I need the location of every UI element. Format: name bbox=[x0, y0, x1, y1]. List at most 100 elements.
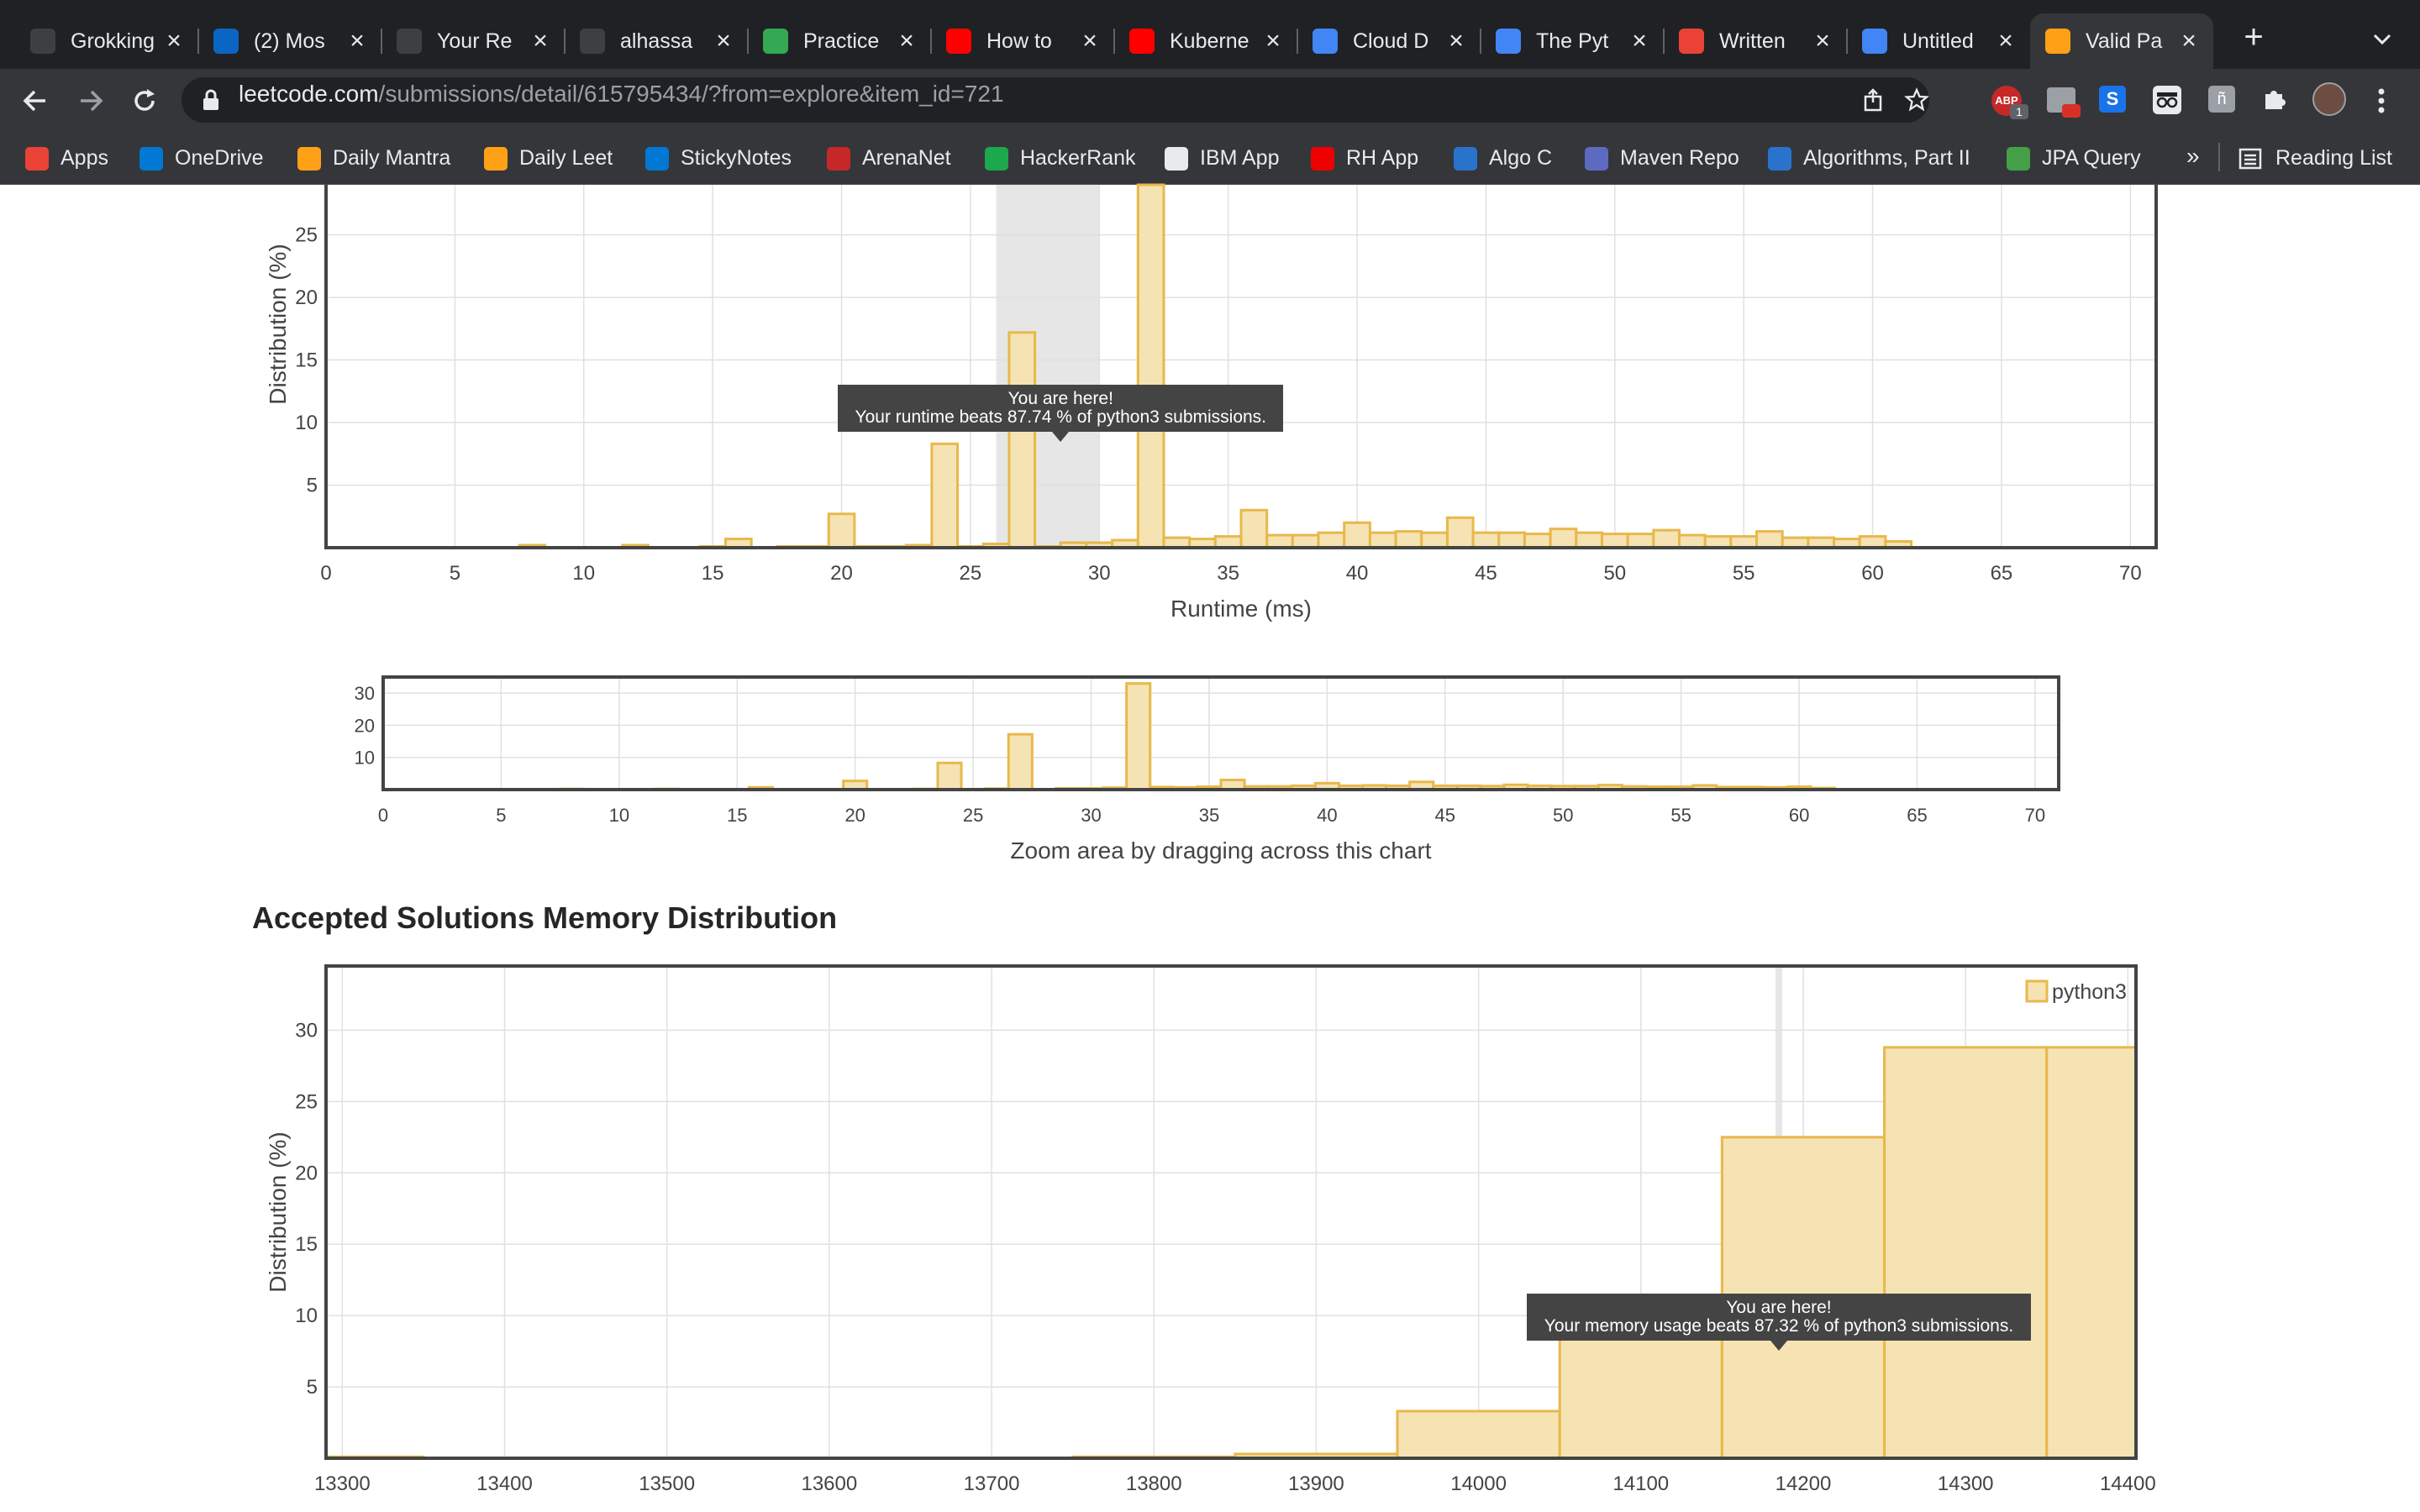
s-extension-icon[interactable]: S bbox=[2099, 86, 2126, 113]
tab-7[interactable]: Kuberne × bbox=[1114, 13, 1297, 69]
tab-title: Grokking bbox=[71, 29, 155, 53]
tab-3[interactable]: Your Re × bbox=[381, 13, 565, 69]
tab-5[interactable]: Practice × bbox=[748, 13, 931, 69]
bookmark-arenanet[interactable]: ArenaNet bbox=[827, 146, 951, 171]
tag-extension-icon[interactable]: ñ bbox=[2208, 86, 2235, 113]
tab-separator bbox=[381, 29, 382, 54]
runtime-main-bar bbox=[1652, 528, 1681, 549]
bookmark-star-icon[interactable] bbox=[1904, 87, 1929, 113]
redhat-icon bbox=[1311, 146, 1334, 171]
runtime-main-bar bbox=[1471, 531, 1501, 549]
runtime-main-x-tick-label: 10 bbox=[572, 562, 595, 585]
lock-icon[interactable] bbox=[202, 89, 220, 111]
runtime-main-x-tick-label: 30 bbox=[1088, 562, 1111, 585]
extensions-puzzle-icon[interactable] bbox=[2259, 84, 2289, 114]
memory-main-x-tick-label: 13800 bbox=[1126, 1473, 1182, 1495]
tab-6[interactable]: How to × bbox=[931, 13, 1114, 69]
runtime-main-bar bbox=[1575, 531, 1603, 549]
bookmarks-overflow-button[interactable]: » bbox=[2186, 143, 2200, 169]
runtime-main-x-tick-label: 70 bbox=[2119, 562, 2142, 585]
apps-grid-icon bbox=[25, 146, 49, 171]
runtime-navigator-y-tick-label: 10 bbox=[355, 748, 375, 769]
runtime-main-bar bbox=[1317, 531, 1346, 549]
tab-close-icon[interactable]: × bbox=[166, 27, 182, 55]
bookmark-apps[interactable]: Apps bbox=[25, 146, 108, 171]
tab-close-icon[interactable]: × bbox=[899, 27, 914, 55]
tab-1[interactable]: Grokking × bbox=[15, 13, 198, 69]
leetcode-icon bbox=[2045, 29, 2070, 54]
reading-list-button[interactable]: Reading List bbox=[2238, 146, 2392, 171]
tab-close-icon[interactable]: × bbox=[533, 27, 548, 55]
tab-separator bbox=[1663, 29, 1665, 54]
tab-10[interactable]: Written × bbox=[1664, 13, 1847, 69]
tooltip-text: Your runtime beats 87.74 % of python3 su… bbox=[855, 407, 1267, 427]
tab-8[interactable]: Cloud D × bbox=[1297, 13, 1481, 69]
runtime-main-bar bbox=[827, 512, 856, 549]
tab-title: Valid Pa bbox=[2086, 29, 2163, 53]
tab-close-icon[interactable]: × bbox=[1632, 27, 1647, 55]
bookmark-maven-repo[interactable]: Maven Repo bbox=[1585, 146, 1739, 171]
tab-close-icon[interactable]: × bbox=[1082, 27, 1097, 55]
tab-close-icon[interactable]: × bbox=[2181, 27, 2196, 55]
runtime-navigator-bar bbox=[936, 761, 963, 791]
runtime-main-tooltip-pointer bbox=[1052, 432, 1070, 442]
bookmark-rh-app[interactable]: RH App bbox=[1311, 146, 1418, 171]
tab-4[interactable]: alhassa × bbox=[565, 13, 748, 69]
tab-close-icon[interactable]: × bbox=[350, 27, 365, 55]
runtime-main-y-tick-label: 20 bbox=[295, 286, 318, 309]
memory-main-x-tick-label: 13600 bbox=[801, 1473, 857, 1495]
url-domain: leetcode.com bbox=[239, 81, 379, 107]
tab-close-icon[interactable]: × bbox=[1815, 27, 1830, 55]
bookmark-daily-mantra[interactable]: Daily Mantra bbox=[297, 146, 450, 171]
extension-badge: 1 bbox=[2010, 104, 2028, 119]
memory-main-bar bbox=[2045, 1046, 2138, 1460]
tooltip-text: Your memory usage beats 87.32 % of pytho… bbox=[1544, 1316, 2014, 1336]
tab-12[interactable]: Valid Pa × bbox=[2030, 13, 2213, 69]
tab-separator bbox=[930, 29, 932, 54]
tab-separator bbox=[1480, 29, 1481, 54]
cast-extension-icon[interactable] bbox=[2047, 87, 2081, 118]
bookmark-ibm-app[interactable]: IBM App bbox=[1165, 146, 1280, 171]
bookmark-hackerrank[interactable]: HackerRank bbox=[985, 146, 1136, 171]
profile-avatar[interactable] bbox=[2312, 82, 2346, 116]
memory-main-tooltip-pointer bbox=[1770, 1341, 1787, 1351]
runtime-main-tooltip: You are here! Your runtime beats 87.74 % … bbox=[838, 385, 1284, 432]
new-tab-button[interactable]: + bbox=[2244, 18, 2264, 55]
tab-search-chevron-icon[interactable] bbox=[2368, 25, 2396, 54]
tab-close-icon[interactable]: × bbox=[1449, 27, 1464, 55]
tab-close-icon[interactable]: × bbox=[716, 27, 731, 55]
runtime-main-bar bbox=[1265, 533, 1294, 549]
share-icon[interactable] bbox=[1860, 87, 1886, 113]
reload-button[interactable] bbox=[129, 86, 160, 116]
tab-9[interactable]: The Pyt × bbox=[1481, 13, 1664, 69]
runtime-main-bar bbox=[1626, 533, 1655, 549]
forward-button[interactable] bbox=[76, 86, 106, 116]
bookmark-label: OneDrive bbox=[175, 146, 264, 170]
memory-distribution-heading: Accepted Solutions Memory Distribution bbox=[252, 900, 838, 935]
address-bar[interactable] bbox=[182, 77, 1929, 123]
tab-title: Written bbox=[1719, 29, 1786, 53]
tab-2[interactable]: (2) Mos × bbox=[198, 13, 381, 69]
more-menu-icon[interactable] bbox=[2371, 84, 2391, 118]
grokking-icon bbox=[30, 29, 55, 54]
reader-extension-icon[interactable] bbox=[2153, 86, 2181, 114]
url-text[interactable]: leetcode.com/submissions/detail/61579543… bbox=[239, 81, 1004, 108]
tab-close-icon[interactable]: × bbox=[1998, 27, 2013, 55]
bookmark-onedrive[interactable]: OneDrive bbox=[139, 146, 264, 171]
docs-icon bbox=[1862, 29, 1887, 54]
bookmark-jpa-query[interactable]: JPA Query bbox=[2007, 146, 2141, 171]
tab-11[interactable]: Untitled × bbox=[1847, 13, 2030, 69]
bookmark-stickynotes[interactable]: StickyNotes bbox=[645, 146, 792, 171]
runtime-main-bar bbox=[1343, 521, 1371, 549]
tab-close-icon[interactable]: × bbox=[1265, 27, 1281, 55]
coursera-icon bbox=[1454, 146, 1477, 171]
bookmark-daily-leet[interactable]: Daily Leet bbox=[484, 146, 613, 171]
bookmark-label: ArenaNet bbox=[862, 146, 951, 170]
back-button[interactable] bbox=[20, 86, 50, 116]
runtime-main-x-tick-label: 0 bbox=[320, 562, 331, 585]
bookmark-algo-c[interactable]: Algo C bbox=[1454, 146, 1552, 171]
runtime-main-y-tick-label: 15 bbox=[295, 349, 318, 372]
bookmark-algorithms-part-ii[interactable]: Algorithms, Part II bbox=[1768, 146, 1970, 171]
bookmark-label: HackerRank bbox=[1020, 146, 1136, 170]
